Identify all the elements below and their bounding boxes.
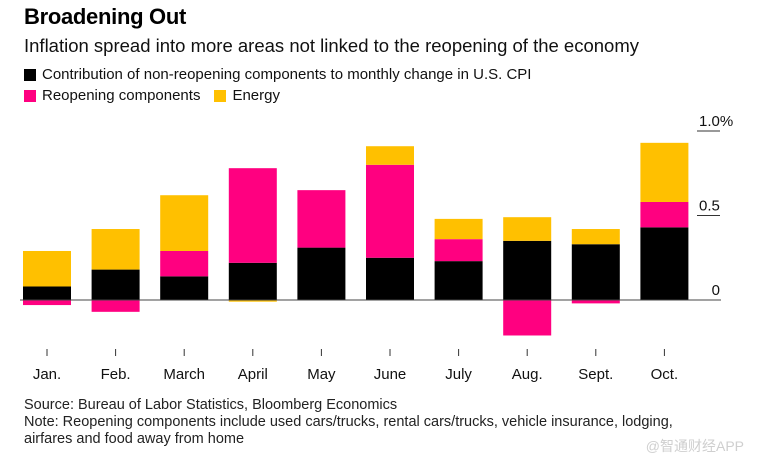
y-tick-label-0-5: 0.5	[699, 198, 720, 215]
bar-jan-energy	[23, 250, 71, 287]
source-text: Source: Bureau of Labor Statistics, Bloo…	[24, 397, 398, 413]
x-tick-label-aug: Aug.	[512, 366, 543, 383]
legend-item-reopening: Reopening components	[24, 87, 200, 104]
x-tick-label-april: April	[238, 366, 268, 383]
chart-subtitle: Inflation spread into more areas not lin…	[24, 35, 639, 56]
legend-item-energy: Energy	[214, 87, 280, 104]
bar-june-non-reopening	[366, 257, 414, 300]
x-tick-label-oct: Oct.	[651, 366, 679, 383]
bar-feb-non-reopening	[91, 269, 140, 300]
bar-oct-energy	[640, 142, 689, 202]
legend-row-2: Reopening components Energy	[24, 87, 294, 104]
bar-june-energy	[366, 146, 414, 165]
bar-oct-reopening	[640, 201, 689, 228]
legend-item-non-reopening: Contribution of non-reopening components…	[24, 66, 531, 83]
y-axis: 1.0% 0.5 0	[20, 113, 733, 301]
bar-july-non-reopening	[434, 261, 483, 300]
legend-label-reopening: Reopening components	[42, 87, 201, 104]
x-tick-label-sept: Sept.	[578, 366, 613, 383]
x-tick-label-jan: Jan.	[33, 366, 61, 383]
legend-label-non-reopening: Contribution of non-reopening components…	[42, 66, 532, 83]
bar-sept-energy	[571, 229, 620, 245]
legend-label-energy: Energy	[232, 87, 280, 104]
x-tick-label-july: July	[445, 366, 472, 383]
x-tick-label-feb: Feb.	[101, 366, 131, 383]
bar-april-energy	[228, 300, 277, 302]
y-tick-label-0: 0	[712, 282, 720, 299]
bar-jan-non-reopening	[23, 286, 71, 300]
bar-july-energy	[434, 218, 483, 240]
bar-july-reopening	[434, 239, 483, 262]
note-text-line2: airfares and food away from home	[24, 431, 245, 447]
bar-april-reopening	[228, 168, 277, 263]
bar-may-reopening	[297, 190, 346, 248]
bar-march-reopening	[160, 250, 209, 277]
bar-feb-reopening	[91, 300, 140, 312]
bar-oct-non-reopening	[640, 227, 689, 300]
bar-march-non-reopening	[160, 276, 209, 300]
y-tick-label-1-0: 1.0%	[699, 113, 733, 130]
bars-group	[23, 142, 689, 336]
footer-notes: Source: Bureau of Labor Statistics, Bloo…	[24, 397, 673, 448]
x-tick-label-may: May	[307, 366, 336, 383]
bar-feb-energy	[91, 229, 140, 270]
watermark: @智通财经APP	[645, 438, 744, 454]
bar-aug-non-reopening	[503, 240, 552, 300]
chart-title: Broadening Out	[24, 4, 187, 29]
legend-swatch-reopening	[24, 89, 36, 102]
legend-swatch-non-reopening	[24, 68, 36, 81]
bar-jan-reopening	[23, 300, 71, 306]
bar-june-reopening	[366, 164, 414, 258]
x-axis: Jan. Feb. March April May June July Aug. Sept. Oc…	[33, 349, 678, 383]
bar-may-non-reopening	[297, 247, 346, 300]
bar-aug-reopening	[503, 300, 552, 336]
legend-row-1: Contribution of non-reopening components…	[24, 66, 545, 83]
bar-aug-energy	[503, 217, 552, 241]
legend-swatch-energy	[214, 89, 227, 102]
bar-sept-non-reopening	[571, 244, 620, 300]
bar-april-non-reopening	[228, 262, 277, 300]
x-tick-label-march: March	[163, 366, 205, 383]
bar-march-energy	[160, 195, 209, 251]
bar-sept-reopening	[571, 300, 620, 304]
note-text-line1: Note: Reopening components include used …	[24, 414, 673, 430]
x-tick-label-june: June	[374, 366, 407, 383]
